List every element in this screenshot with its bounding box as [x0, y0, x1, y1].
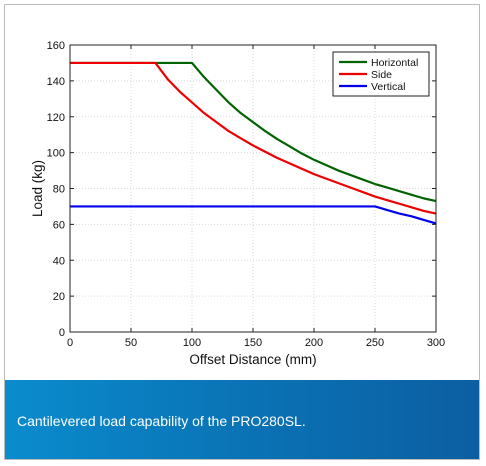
x-tick-label: 250 [366, 337, 384, 349]
chart-area: 0 50 100 150 200 250 300 0 20 40 60 80 100 120 140 160 O… [5, 5, 479, 380]
y-tick-label: 60 [53, 219, 65, 231]
x-tick-label: 200 [305, 337, 323, 349]
y-tick-label: 40 [53, 255, 65, 267]
legend-label-horizontal: Horizontal [371, 57, 418, 69]
figure-card: 0 50 100 150 200 250 300 0 20 40 60 80 100 120 140 160 O… [4, 4, 480, 460]
y-tick-label: 160 [47, 40, 65, 52]
caption-text: Cantilevered load capability of the PRO2… [17, 412, 306, 429]
y-tick-label: 80 [53, 184, 65, 196]
load-chart: 0 50 100 150 200 250 300 0 20 40 60 80 100 120 140 160 O… [30, 40, 445, 367]
x-tick-label: 100 [183, 337, 201, 349]
y-tick-label: 0 [59, 327, 65, 339]
series-line-side [70, 61, 437, 215]
x-axis-label: Offset Distance (mm) [189, 352, 316, 367]
series-line-vertical [70, 205, 437, 225]
x-tick-label: 300 [427, 337, 445, 349]
caption-bar: Cantilevered load capability of the PRO2… [5, 380, 479, 459]
x-tick-label: 50 [125, 337, 137, 349]
y-axis-label: Load (kg) [30, 160, 45, 217]
y-tick-label: 140 [47, 76, 65, 88]
x-tick-label: 0 [67, 337, 73, 349]
y-tick-label: 120 [47, 112, 65, 124]
legend-label-side: Side [371, 69, 392, 81]
series-line-horizontal [70, 61, 437, 203]
x-tick-label: 150 [244, 337, 262, 349]
y-tick-label: 20 [53, 291, 65, 303]
y-tick-label: 100 [47, 148, 65, 160]
legend-label-vertical: Vertical [371, 81, 405, 93]
